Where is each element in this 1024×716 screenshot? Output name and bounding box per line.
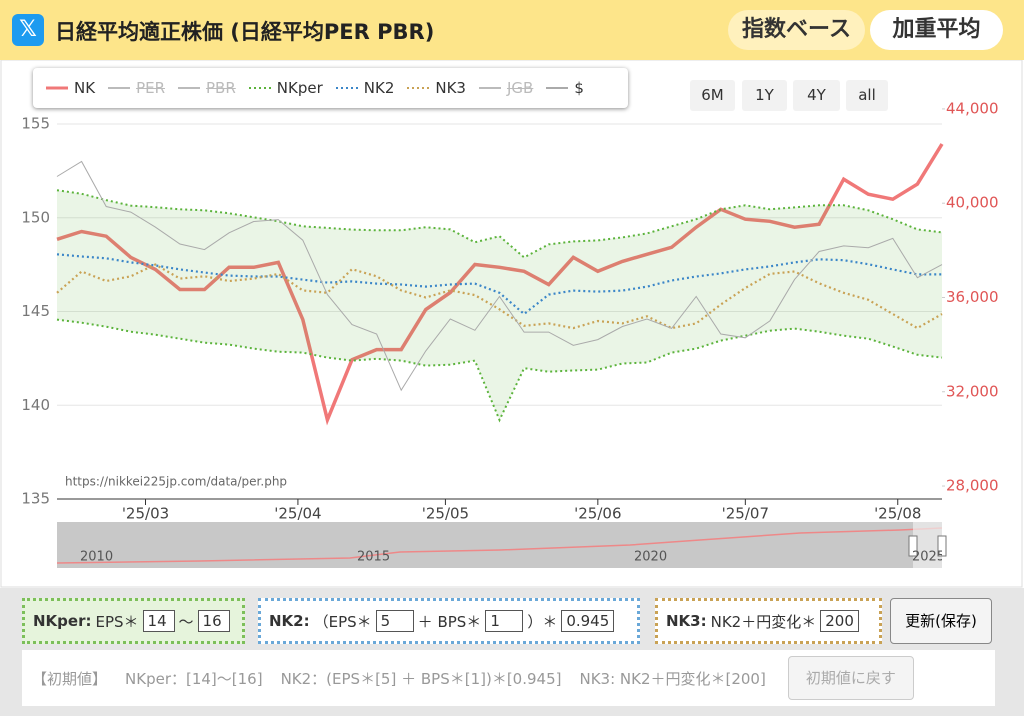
nk2-box: NK2: （EPS＊ 5 ＋ BPS＊ 1 ）＊ 0.945 (258, 598, 640, 644)
text: ＋ BPS＊ (417, 612, 482, 631)
x-tick-label: '25/03 (122, 505, 169, 523)
label: NKper: (33, 612, 92, 630)
y-tick-label: 135 (21, 490, 50, 508)
legend-item[interactable]: PBR (177, 79, 236, 97)
legend-item[interactable]: NK (45, 79, 95, 97)
text: （EPS＊ (313, 612, 372, 631)
title: 日経平均適正株価 (日経平均PER PBR) (55, 20, 435, 44)
legend-label: $ (574, 79, 584, 97)
legend-label: JGB (506, 79, 534, 97)
band-line (56, 318, 943, 423)
watermark: https://nikkei225jp.com/data/per.php (65, 475, 287, 489)
legend-label: NKper (276, 79, 323, 97)
range-button[interactable]: 4Y (793, 80, 840, 111)
legend-swatch (407, 87, 430, 89)
legend-swatch (335, 87, 358, 89)
input[interactable]: 14 (142, 610, 175, 632)
navigator-handle[interactable] (937, 535, 947, 557)
legend-item[interactable]: JGB (478, 79, 533, 97)
x-icon[interactable]: 𝕏 (12, 14, 44, 46)
legend-label: NK3 (435, 79, 466, 97)
legend-item[interactable]: NK3 (406, 79, 466, 97)
input[interactable]: 0.945 (561, 610, 615, 632)
range-button[interactable]: 1Y (742, 80, 787, 111)
nkper-box: NKper: EPS＊ 14 〜 16 (22, 598, 245, 644)
text: 〜 (178, 612, 194, 631)
input[interactable]: 16 (197, 610, 230, 632)
y-tick-label: 150 (21, 208, 50, 226)
legend-swatch (178, 87, 201, 89)
y-tick-label: 140 (21, 396, 50, 414)
legend-label: NK2 (363, 79, 395, 97)
legend-label: PBR (206, 79, 236, 97)
chart: 135 140 145 150 155 28,000 32,000 36,000 40,000 4… (0, 59, 1023, 588)
range-button[interactable]: all (846, 80, 888, 111)
y2-tick-label: 32,000 (946, 382, 999, 400)
tab-button[interactable]: 指数ベース (728, 10, 865, 50)
navigator-label: 2010 (80, 550, 113, 565)
text: NK3: NK2＋円変化＊[200] (579, 669, 766, 688)
x-tick-label: '25/07 (722, 505, 769, 523)
y2-tick-label: 28,000 (946, 477, 999, 495)
band-line (56, 189, 943, 259)
navigator-handle[interactable] (908, 535, 918, 557)
legend-label: NK (74, 79, 96, 97)
label: NK2: (269, 612, 310, 630)
text: NK2＋円変化＊ (710, 612, 817, 631)
reset-button[interactable]: 初期値に戻す (787, 656, 914, 700)
save-button[interactable]: 更新(保存) (890, 598, 992, 644)
band-fill (57, 190, 942, 421)
legend-swatch (108, 87, 131, 89)
controls: NKper: EPS＊ 14 〜 16 NK2: （EPS＊ 5 ＋ BPS＊ … (0, 588, 1024, 716)
y-tick-label: 145 (21, 302, 50, 320)
y2-tick-label: 44,000 (946, 99, 999, 117)
text: ）＊ (527, 612, 558, 631)
legend-swatch (248, 87, 271, 89)
x-tick-label: '25/06 (574, 505, 621, 523)
navigator-label: 2025 (912, 550, 945, 565)
legend-item[interactable]: $ (545, 79, 584, 97)
y-tick-label: 155 (21, 115, 50, 133)
navigator-window[interactable] (913, 522, 942, 568)
label: NK3: (666, 612, 707, 630)
input[interactable]: 1 (485, 610, 524, 632)
series-line (56, 160, 943, 392)
x-tick-label: '25/04 (274, 505, 321, 523)
text: 【初期値】 (32, 669, 108, 688)
series-line (56, 263, 943, 330)
y2-tick-label: 36,000 (946, 288, 999, 306)
legend-item[interactable]: NK2 (335, 79, 395, 97)
legend-item[interactable]: PER (107, 79, 165, 97)
series-line (56, 253, 942, 316)
nk3-box: NK3: NK2＋円変化＊ 200 (655, 598, 882, 644)
legend-swatch (46, 86, 68, 90)
input[interactable]: 200 (820, 610, 859, 632)
legend-item[interactable]: NKper (248, 79, 323, 97)
range-button[interactable]: 6M (690, 80, 735, 111)
navigator-line (56, 527, 943, 564)
header: 𝕏 日経平均適正株価 (日経平均PER PBR) 指数ベース 加重平均 (0, 0, 1024, 60)
text: EPS＊ (95, 612, 139, 631)
legend-swatch (478, 87, 501, 89)
series-line (56, 143, 944, 426)
text: NKper：[14]〜[16] (125, 669, 263, 688)
x-tick-label: '25/05 (422, 505, 469, 523)
x-tick-label: '25/08 (874, 505, 921, 523)
y2-tick-label: 40,000 (946, 194, 999, 212)
navigator-label: 2020 (634, 550, 667, 565)
legend-swatch (546, 87, 569, 89)
text: NK2：(EPS＊[5] ＋ BPS＊[1])＊[0.945] (280, 669, 562, 688)
legend: NK PER PBR NKper NK2 NK3 JGB $ (33, 68, 628, 108)
defaults: 【初期値】 NKper：[14]〜[16] NK2：(EPS＊[5] ＋ BPS… (22, 650, 995, 706)
tab-button[interactable]: 加重平均 (870, 10, 1003, 50)
navigator-label: 2015 (357, 550, 390, 565)
legend-label: PER (136, 79, 166, 97)
input[interactable]: 5 (375, 610, 414, 632)
